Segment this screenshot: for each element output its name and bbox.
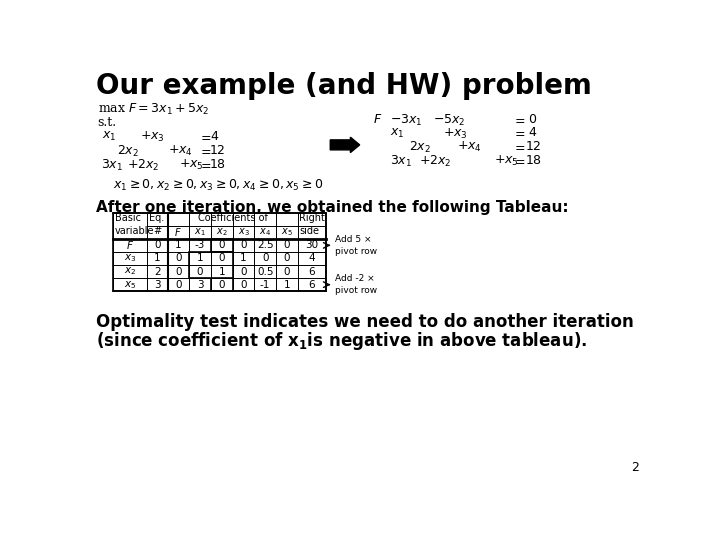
Text: $=$: $=$ bbox=[513, 140, 526, 153]
FancyArrow shape bbox=[330, 137, 360, 153]
Text: $0$: $0$ bbox=[528, 112, 537, 125]
Text: $4$: $4$ bbox=[528, 126, 537, 139]
Text: $x_3$: $x_3$ bbox=[238, 226, 249, 238]
Text: 0: 0 bbox=[218, 240, 225, 251]
Text: $=$: $=$ bbox=[513, 154, 526, 167]
Text: $+x_4$: $+x_4$ bbox=[168, 144, 192, 158]
Text: $=$: $=$ bbox=[199, 158, 212, 171]
Text: $F$: $F$ bbox=[126, 239, 135, 251]
Text: $4$: $4$ bbox=[210, 130, 220, 143]
Text: 0: 0 bbox=[175, 253, 181, 264]
Text: 1: 1 bbox=[240, 253, 247, 264]
Text: $2x_2$: $2x_2$ bbox=[117, 144, 139, 159]
Text: 2.5: 2.5 bbox=[257, 240, 274, 251]
Text: 1: 1 bbox=[284, 280, 290, 289]
Text: Add -2 ×: Add -2 × bbox=[335, 274, 374, 283]
Text: Basic: Basic bbox=[114, 213, 141, 224]
Text: 3: 3 bbox=[197, 280, 203, 289]
Text: 6: 6 bbox=[308, 267, 315, 276]
Text: $12$: $12$ bbox=[525, 140, 541, 153]
Text: 4: 4 bbox=[308, 253, 315, 264]
Text: 2: 2 bbox=[154, 267, 161, 276]
Text: $-3x_1$: $-3x_1$ bbox=[390, 112, 423, 127]
Text: $x_{3}$: $x_{3}$ bbox=[124, 253, 137, 265]
Text: -3: -3 bbox=[195, 240, 205, 251]
Text: pivot row: pivot row bbox=[335, 247, 377, 256]
Text: $3x_1$: $3x_1$ bbox=[390, 154, 412, 169]
Text: $2x_2$: $2x_2$ bbox=[408, 140, 431, 156]
Bar bbox=[211, 265, 233, 278]
Bar bbox=[189, 252, 233, 278]
Text: $x_2$: $x_2$ bbox=[216, 226, 228, 238]
Text: After one iteration, we obtained the following Tableau:: After one iteration, we obtained the fol… bbox=[96, 200, 569, 214]
Text: $=$: $=$ bbox=[199, 144, 212, 157]
Text: variable: variable bbox=[114, 226, 154, 237]
Text: 0: 0 bbox=[284, 253, 290, 264]
Text: pivot row: pivot row bbox=[335, 286, 377, 295]
Text: 0: 0 bbox=[262, 253, 269, 264]
Text: Right: Right bbox=[300, 213, 325, 224]
Text: (since coefficient of $\mathbf{x_1}$is negative in above tableau).: (since coefficient of $\mathbf{x_1}$is n… bbox=[96, 330, 588, 352]
Text: 1: 1 bbox=[218, 267, 225, 276]
Text: $F$: $F$ bbox=[174, 226, 182, 239]
Text: side: side bbox=[300, 226, 319, 237]
Text: max $F = 3x_1 + 5x_2$: max $F = 3x_1 + 5x_2$ bbox=[98, 102, 210, 117]
Text: 1: 1 bbox=[197, 253, 203, 264]
Text: 1: 1 bbox=[175, 240, 181, 251]
Text: $+x_3$: $+x_3$ bbox=[140, 130, 165, 144]
Text: $+x_5$: $+x_5$ bbox=[494, 154, 518, 168]
Text: Add 5 ×: Add 5 × bbox=[335, 235, 372, 244]
Text: 0: 0 bbox=[240, 280, 247, 289]
Text: Optimality test indicates we need to do another iteration: Optimality test indicates we need to do … bbox=[96, 313, 634, 330]
Text: $x_4$: $x_4$ bbox=[259, 226, 271, 238]
Text: $x_1$: $x_1$ bbox=[102, 130, 117, 143]
Bar bbox=[211, 278, 233, 291]
Text: 0.5: 0.5 bbox=[257, 267, 274, 276]
Text: $+x_4$: $+x_4$ bbox=[456, 140, 482, 154]
Text: -1: -1 bbox=[260, 280, 270, 289]
Text: 0: 0 bbox=[175, 267, 181, 276]
Text: 0: 0 bbox=[218, 253, 225, 264]
Text: $x_1$: $x_1$ bbox=[194, 226, 206, 238]
Text: #: # bbox=[153, 226, 161, 237]
Text: $x_{5}$: $x_{5}$ bbox=[124, 279, 137, 291]
Text: 0: 0 bbox=[284, 267, 290, 276]
Text: 0: 0 bbox=[218, 280, 225, 289]
Text: 0: 0 bbox=[240, 267, 247, 276]
Text: $-5x_2$: $-5x_2$ bbox=[433, 112, 466, 127]
Text: $18$: $18$ bbox=[209, 158, 225, 171]
Text: $x_1$: $x_1$ bbox=[390, 126, 405, 139]
Text: $18$: $18$ bbox=[525, 154, 542, 167]
Text: $x_5$: $x_5$ bbox=[281, 226, 293, 238]
Text: 0: 0 bbox=[197, 267, 203, 276]
Text: $x_{2}$: $x_{2}$ bbox=[124, 266, 136, 278]
Text: $+2x_2$: $+2x_2$ bbox=[419, 154, 452, 169]
Text: 0: 0 bbox=[284, 240, 290, 251]
Text: $+x_5$: $+x_5$ bbox=[179, 158, 204, 172]
Text: $3x_1$: $3x_1$ bbox=[101, 158, 123, 173]
Text: $=$: $=$ bbox=[513, 112, 526, 125]
Text: $+2x_2$: $+2x_2$ bbox=[127, 158, 160, 173]
Text: 30: 30 bbox=[305, 240, 318, 251]
Text: 0: 0 bbox=[154, 240, 161, 251]
Text: s.t.: s.t. bbox=[98, 117, 117, 130]
Text: $+x_3$: $+x_3$ bbox=[443, 126, 467, 140]
Text: 3: 3 bbox=[154, 280, 161, 289]
Text: $12$: $12$ bbox=[209, 144, 225, 157]
Text: 1: 1 bbox=[154, 253, 161, 264]
Text: 0: 0 bbox=[240, 240, 247, 251]
Text: 2: 2 bbox=[631, 462, 639, 475]
Bar bbox=[211, 252, 233, 265]
Bar bbox=[211, 239, 233, 252]
Text: $F$: $F$ bbox=[373, 112, 382, 125]
Text: $=$: $=$ bbox=[199, 130, 212, 143]
Text: Coefficients of: Coefficients of bbox=[198, 213, 268, 224]
Text: 0: 0 bbox=[175, 280, 181, 289]
Text: 6: 6 bbox=[308, 280, 315, 289]
Bar bbox=[113, 213, 325, 291]
Text: Our example (and HW) problem: Our example (and HW) problem bbox=[96, 72, 592, 100]
Text: $x_1 \geq 0, x_2 \geq 0, x_3 \geq 0, x_4 \geq 0, x_5 \geq 0$: $x_1 \geq 0, x_2 \geq 0, x_3 \geq 0, x_4… bbox=[113, 178, 323, 193]
Text: Eq.: Eq. bbox=[149, 213, 164, 224]
Text: $=$: $=$ bbox=[513, 126, 526, 139]
